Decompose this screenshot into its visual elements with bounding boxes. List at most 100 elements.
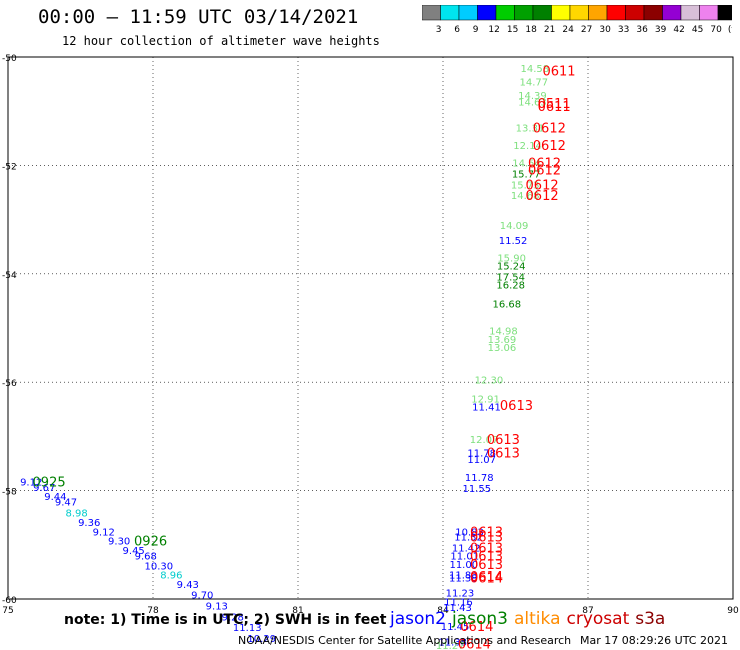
time-label: 0614 (470, 571, 503, 586)
footer-note: note: 1) Time is in UTC; 2) SWH is in fe… (64, 612, 387, 628)
wave-height-point: 9.67 (33, 483, 55, 494)
wave-height-point: 9.30 (108, 536, 130, 547)
wave-height-point: 11.07 (467, 455, 496, 466)
y-tick-label: -50 (2, 54, 17, 64)
wave-height-point: 10.30 (144, 561, 173, 572)
wave-height-point: 11.41 (472, 403, 501, 414)
time-label: 0614 (460, 620, 493, 635)
colorbar-label: 36 (636, 25, 648, 35)
time-label: 0613 (500, 399, 533, 414)
chart-title: 00:00 — 11:59 UTC 03/14/2021 (38, 6, 359, 28)
colorbar-label: 33 (618, 25, 629, 35)
colorbar-label: 30 (599, 25, 611, 35)
wave-height-point: 11.78 (465, 473, 494, 484)
time-label: 0613 (470, 550, 503, 565)
time-label: 0611 (538, 100, 571, 115)
wave-height-point: 15.77 (512, 170, 541, 181)
colorbar-label: 6 (454, 25, 460, 35)
colorbar-label: (ft) (728, 25, 732, 35)
wave-height-point: 11.45 (441, 622, 470, 633)
colorbar-label: 21 (544, 25, 555, 35)
wave-height-point: 14.77 (520, 77, 549, 88)
wave-height-point: 17.54 (496, 273, 525, 284)
time-label: 0612 (526, 178, 559, 193)
wave-height-point: 10.83 (455, 527, 484, 538)
wave-height-point: 14.39 (518, 91, 547, 102)
wave-height-point: 11.55 (463, 484, 492, 495)
wave-height-point: 13.06 (488, 343, 517, 354)
wave-height-point: 11.13 (233, 623, 262, 634)
x-tick-label: 78 (147, 606, 159, 616)
time-label: 0612 (528, 157, 561, 172)
wave-height-point: 9.68 (135, 552, 157, 563)
time-label: 0614 (470, 570, 503, 585)
y-tick-label: -54 (2, 271, 17, 281)
wave-height-point: 11.23 (446, 588, 475, 599)
x-tick-label: 81 (292, 606, 303, 616)
legend-item-jason2: jason2 (390, 609, 446, 629)
time-label: 0613 (487, 433, 520, 448)
wave-height-point: 15.90 (497, 254, 526, 265)
time-label: 0612 (526, 189, 559, 204)
wave-height-point: 11.43 (443, 603, 472, 614)
wave-height-point: 8.96 (160, 571, 182, 582)
y-tick-label: -58 (2, 488, 17, 498)
wave-height-point: 9.13 (206, 602, 228, 613)
wave-height-point: 9.44 (44, 492, 66, 503)
legend-item-s3a: s3a (635, 609, 666, 629)
wave-height-point: 9.28 (222, 612, 244, 623)
y-tick-label: -60 (2, 596, 17, 606)
x-tick-label: 90 (727, 606, 739, 616)
y-tick-label: -52 (2, 162, 17, 172)
wave-height-point: 10.29 (247, 634, 276, 645)
colorbar-label: 42 (673, 25, 684, 35)
wave-height-point: 12.91 (471, 394, 500, 405)
satellite-legend: jason2 jason3 altika cryosat s3a (390, 609, 671, 629)
wave-height-point: 13.31 (516, 123, 545, 134)
colorbar-label: 15 (507, 25, 518, 35)
time-label: 0613 (470, 531, 503, 546)
x-tick-label: 75 (2, 606, 13, 616)
wave-height-point: 15.73 (511, 180, 540, 191)
credit-text: NOAA/NESDIS Center for Satellite Applica… (238, 634, 572, 647)
wave-height-point: 15.24 (497, 262, 526, 273)
legend-item-jason3: jason3 (452, 609, 508, 629)
wave-height-point: 14.58 (521, 64, 550, 75)
colorbar-label: 12 (488, 25, 499, 35)
wave-height-point: 14.68 (511, 191, 540, 202)
wave-height-point: 16.68 (492, 300, 521, 311)
time-label: 0613 (470, 558, 503, 573)
colorbar-label: 9 (473, 25, 479, 35)
wave-height-point: 14.09 (500, 221, 529, 232)
wave-height-point: 16.28 (496, 281, 525, 292)
time-label: 0925 (33, 475, 66, 490)
wave-height-point: 11.38 (449, 573, 478, 584)
x-tick-label: 87 (582, 606, 593, 616)
x-tick-label: 84 (437, 606, 449, 616)
wave-height-point: 11.16 (444, 598, 473, 609)
wave-height-point: 9.12 (20, 477, 42, 488)
wave-height-point: 9.36 (78, 518, 100, 529)
colorbar-label: 18 (525, 25, 537, 35)
colorbar-label: 27 (581, 25, 592, 35)
time-label: 0611 (542, 65, 575, 80)
chart-subtitle: 12 hour collection of altimeter wave hei… (62, 34, 380, 48)
time-label: 0614 (458, 637, 491, 650)
colorbar-label: 70 (710, 25, 722, 35)
wave-height-point: 12.07 (470, 435, 499, 446)
wave-height-point: 14.98 (489, 327, 518, 338)
time-label: 0612 (533, 121, 566, 136)
wave-height-point: 11.27 (436, 641, 465, 650)
wave-height-point: 9.47 (55, 497, 77, 508)
time-label: 0612 (528, 164, 561, 179)
wave-height-point: 11.01 (450, 552, 479, 563)
colorbar-label: 39 (655, 25, 667, 35)
wave-height-point: 11.83 (449, 571, 478, 582)
wave-height-point: 12.14 (513, 141, 542, 152)
time-label: 0613 (470, 542, 503, 557)
generation-timestamp: Mar 17 08:29:26 UTC 2021 (580, 634, 728, 647)
time-label: 0511 (538, 97, 571, 112)
wave-height-point: 9.43 (177, 580, 199, 591)
